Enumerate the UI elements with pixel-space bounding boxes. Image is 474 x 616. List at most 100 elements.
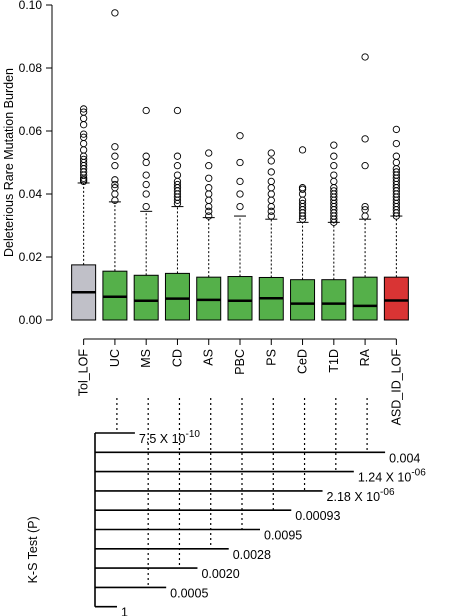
box-rect — [133, 274, 159, 321]
ks-dendrogram: 7.5 X 10-10 0.004 1.24 X 10-06 2.18 X 10-06… — [26, 398, 426, 616]
box-UC: UC — [102, 9, 128, 367]
outlier-point — [361, 53, 369, 61]
outlier-point — [142, 152, 150, 160]
outlier-point — [298, 146, 307, 154]
box-rect — [196, 276, 222, 321]
outlier-point — [298, 185, 307, 193]
outlier-point — [361, 135, 369, 143]
outlier-point — [267, 184, 275, 192]
outlier-point — [267, 168, 275, 176]
outlier-point — [392, 125, 401, 134]
y-tick-label: 0.08 — [19, 61, 43, 75]
outlier-point — [361, 202, 369, 211]
outlier-point — [79, 133, 88, 141]
outlier-point — [205, 174, 213, 182]
outlier-point — [267, 190, 275, 198]
y-tick-label: 0.10 — [19, 0, 43, 12]
comparison-CD: 0.0020 — [95, 398, 240, 581]
outlier-point — [392, 158, 401, 167]
box-Tol_LOF: Tol_LOF — [71, 105, 97, 397]
outlier-point — [298, 199, 307, 208]
outlier-point — [267, 212, 275, 220]
outlier-point — [267, 207, 275, 215]
comparison-PBC: 0.0095 — [95, 398, 302, 543]
p-value-label: 7.5 X 10-10 — [139, 429, 200, 446]
outlier-point — [236, 177, 244, 186]
outlier-point — [79, 105, 88, 113]
outlier-point — [111, 9, 119, 17]
outlier-point — [142, 106, 150, 115]
p-value-label: 1.24 X 10-06 — [358, 468, 426, 485]
p-value-exponent: -06 — [380, 487, 395, 498]
outlier-point — [205, 190, 213, 198]
outlier-point — [205, 196, 213, 204]
outlier-point — [79, 121, 88, 129]
p-value-label: 2.18 X 10-06 — [327, 487, 395, 504]
outlier-point — [111, 180, 119, 189]
box-rect — [352, 276, 378, 321]
outlier-point — [330, 187, 338, 195]
outlier-point — [173, 152, 182, 160]
box-AS: AS — [196, 149, 222, 366]
outlier-point — [205, 202, 213, 211]
x-tick-label: Tol_LOF — [77, 349, 91, 397]
box-MS: MS — [133, 106, 159, 368]
y-tick-label: 0.04 — [19, 187, 43, 201]
outlier-point — [205, 207, 213, 215]
p-value-label: 0.0005 — [170, 586, 208, 600]
p-value-label: 0.004 — [389, 451, 420, 465]
box-rect — [383, 276, 409, 321]
x-tick-label: T1D — [327, 349, 341, 373]
outlier-point — [142, 190, 150, 198]
comparison-PS: 0.00093 — [95, 398, 341, 523]
outlier-point — [330, 161, 338, 170]
outlier-point — [330, 177, 338, 186]
comparison-AS: 0.0028 — [95, 398, 271, 562]
outlier-point — [142, 180, 150, 189]
box-rect — [227, 276, 253, 321]
box-CeD: CeD — [290, 146, 316, 374]
outlier-point — [111, 190, 119, 198]
outlier-point — [330, 141, 338, 149]
comparison-CeD: 2.18 X 10-06 — [95, 398, 395, 504]
x-tick-label: CD — [170, 349, 184, 367]
outlier-point — [79, 108, 88, 116]
box-T1D: T1D — [321, 141, 347, 373]
outlier-point — [173, 161, 182, 170]
x-tick-label: ASD_ID_LOF — [389, 349, 403, 426]
box-PBC: PBC — [227, 132, 253, 375]
p-value-label: 0.0028 — [233, 548, 271, 562]
p-value-label: 0.0020 — [201, 567, 239, 581]
comparison-UC: 1 — [95, 606, 128, 616]
outlier-point — [236, 202, 244, 211]
x-tick-label: PS — [264, 349, 278, 366]
outlier-point — [392, 139, 401, 148]
outlier-point — [79, 155, 88, 164]
outlier-point — [236, 158, 244, 167]
outlier-point — [392, 152, 401, 160]
outlier-point — [267, 157, 275, 165]
outlier-point — [361, 206, 369, 214]
outlier-point — [142, 202, 150, 211]
outlier-point — [142, 158, 150, 167]
x-tick-label: CeD — [296, 349, 310, 374]
y-tick-label: 0.00 — [19, 313, 43, 327]
box-rect — [290, 279, 316, 321]
x-tick-label: AS — [202, 349, 216, 366]
p-value-exponent: -06 — [411, 468, 426, 479]
outlier-point — [79, 139, 88, 148]
outlier-point — [79, 146, 88, 154]
outlier-point — [330, 152, 338, 160]
outlier-point — [79, 114, 88, 123]
outlier-point — [173, 171, 182, 179]
outlier-point — [111, 176, 119, 184]
box-rect — [164, 272, 190, 321]
box-RA: RA — [352, 53, 378, 366]
outlier-point — [330, 171, 338, 179]
outlier-point — [267, 202, 275, 211]
outlier-point — [111, 184, 119, 192]
outlier-point — [298, 184, 307, 192]
outlier-point — [79, 130, 88, 138]
x-tick-label: RA — [358, 348, 372, 366]
